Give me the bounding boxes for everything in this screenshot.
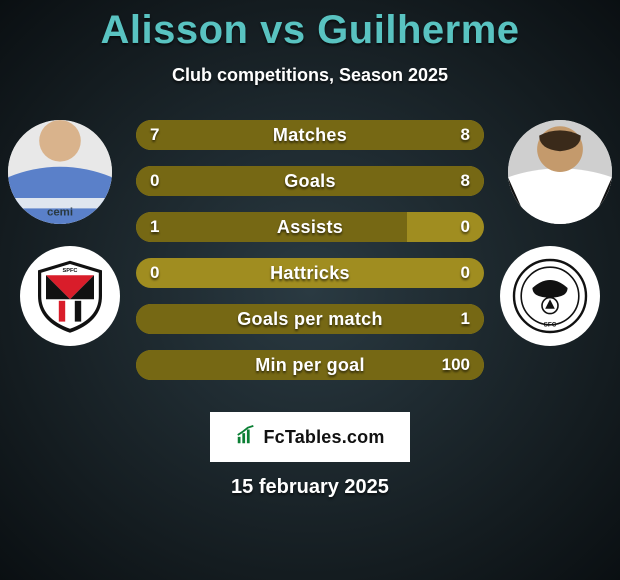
svg-text:SPFC: SPFC xyxy=(63,268,78,274)
stat-value-right: 100 xyxy=(442,355,470,375)
stat-value-left: 0 xyxy=(150,263,159,283)
player-avatar-right xyxy=(508,120,612,224)
branding-box: FcTables.com xyxy=(210,412,410,462)
stat-row: Min per goal 100 xyxy=(136,350,484,380)
stat-row: 1 Assists 0 xyxy=(136,212,484,242)
club-badge-left: SPFC xyxy=(20,246,120,346)
stats-area: cemi SPFC xyxy=(0,120,620,410)
date-text: 15 february 2025 xyxy=(0,476,620,499)
stat-label: Matches xyxy=(273,125,347,146)
stat-value-right: 8 xyxy=(461,125,470,145)
stat-value-left: 0 xyxy=(150,171,159,191)
stat-row: 0 Goals 8 xyxy=(136,166,484,196)
stat-value-left: 7 xyxy=(150,125,159,145)
stat-row: Goals per match 1 xyxy=(136,304,484,334)
stat-label: Goals xyxy=(284,171,336,192)
stat-label: Min per goal xyxy=(255,355,365,376)
player-avatar-left: cemi xyxy=(8,120,112,224)
chart-icon xyxy=(235,424,257,450)
stat-row: 7 Matches 8 xyxy=(136,120,484,150)
svg-text:cemi: cemi xyxy=(47,207,73,219)
club-badge-right: SFC xyxy=(500,246,600,346)
page-title: Alisson vs Guilherme xyxy=(0,0,620,53)
subtitle: Club competitions, Season 2025 xyxy=(0,65,620,86)
stat-label: Assists xyxy=(277,217,343,238)
stat-row: 0 Hattricks 0 xyxy=(136,258,484,288)
stat-value-right: 0 xyxy=(461,217,470,237)
svg-text:SFC: SFC xyxy=(544,321,557,328)
stat-value-right: 8 xyxy=(461,171,470,191)
stat-label: Goals per match xyxy=(237,309,383,330)
branding-text: FcTables.com xyxy=(263,427,384,448)
stat-bars: 7 Matches 8 0 Goals 8 1 Assists 0 0 Hattricks 0 Goal… xyxy=(136,120,484,396)
stat-value-left: 1 xyxy=(150,217,159,237)
stat-value-right: 1 xyxy=(461,309,470,329)
bar-fill-left xyxy=(136,212,407,242)
stat-value-right: 0 xyxy=(461,263,470,283)
stat-label: Hattricks xyxy=(270,263,350,284)
